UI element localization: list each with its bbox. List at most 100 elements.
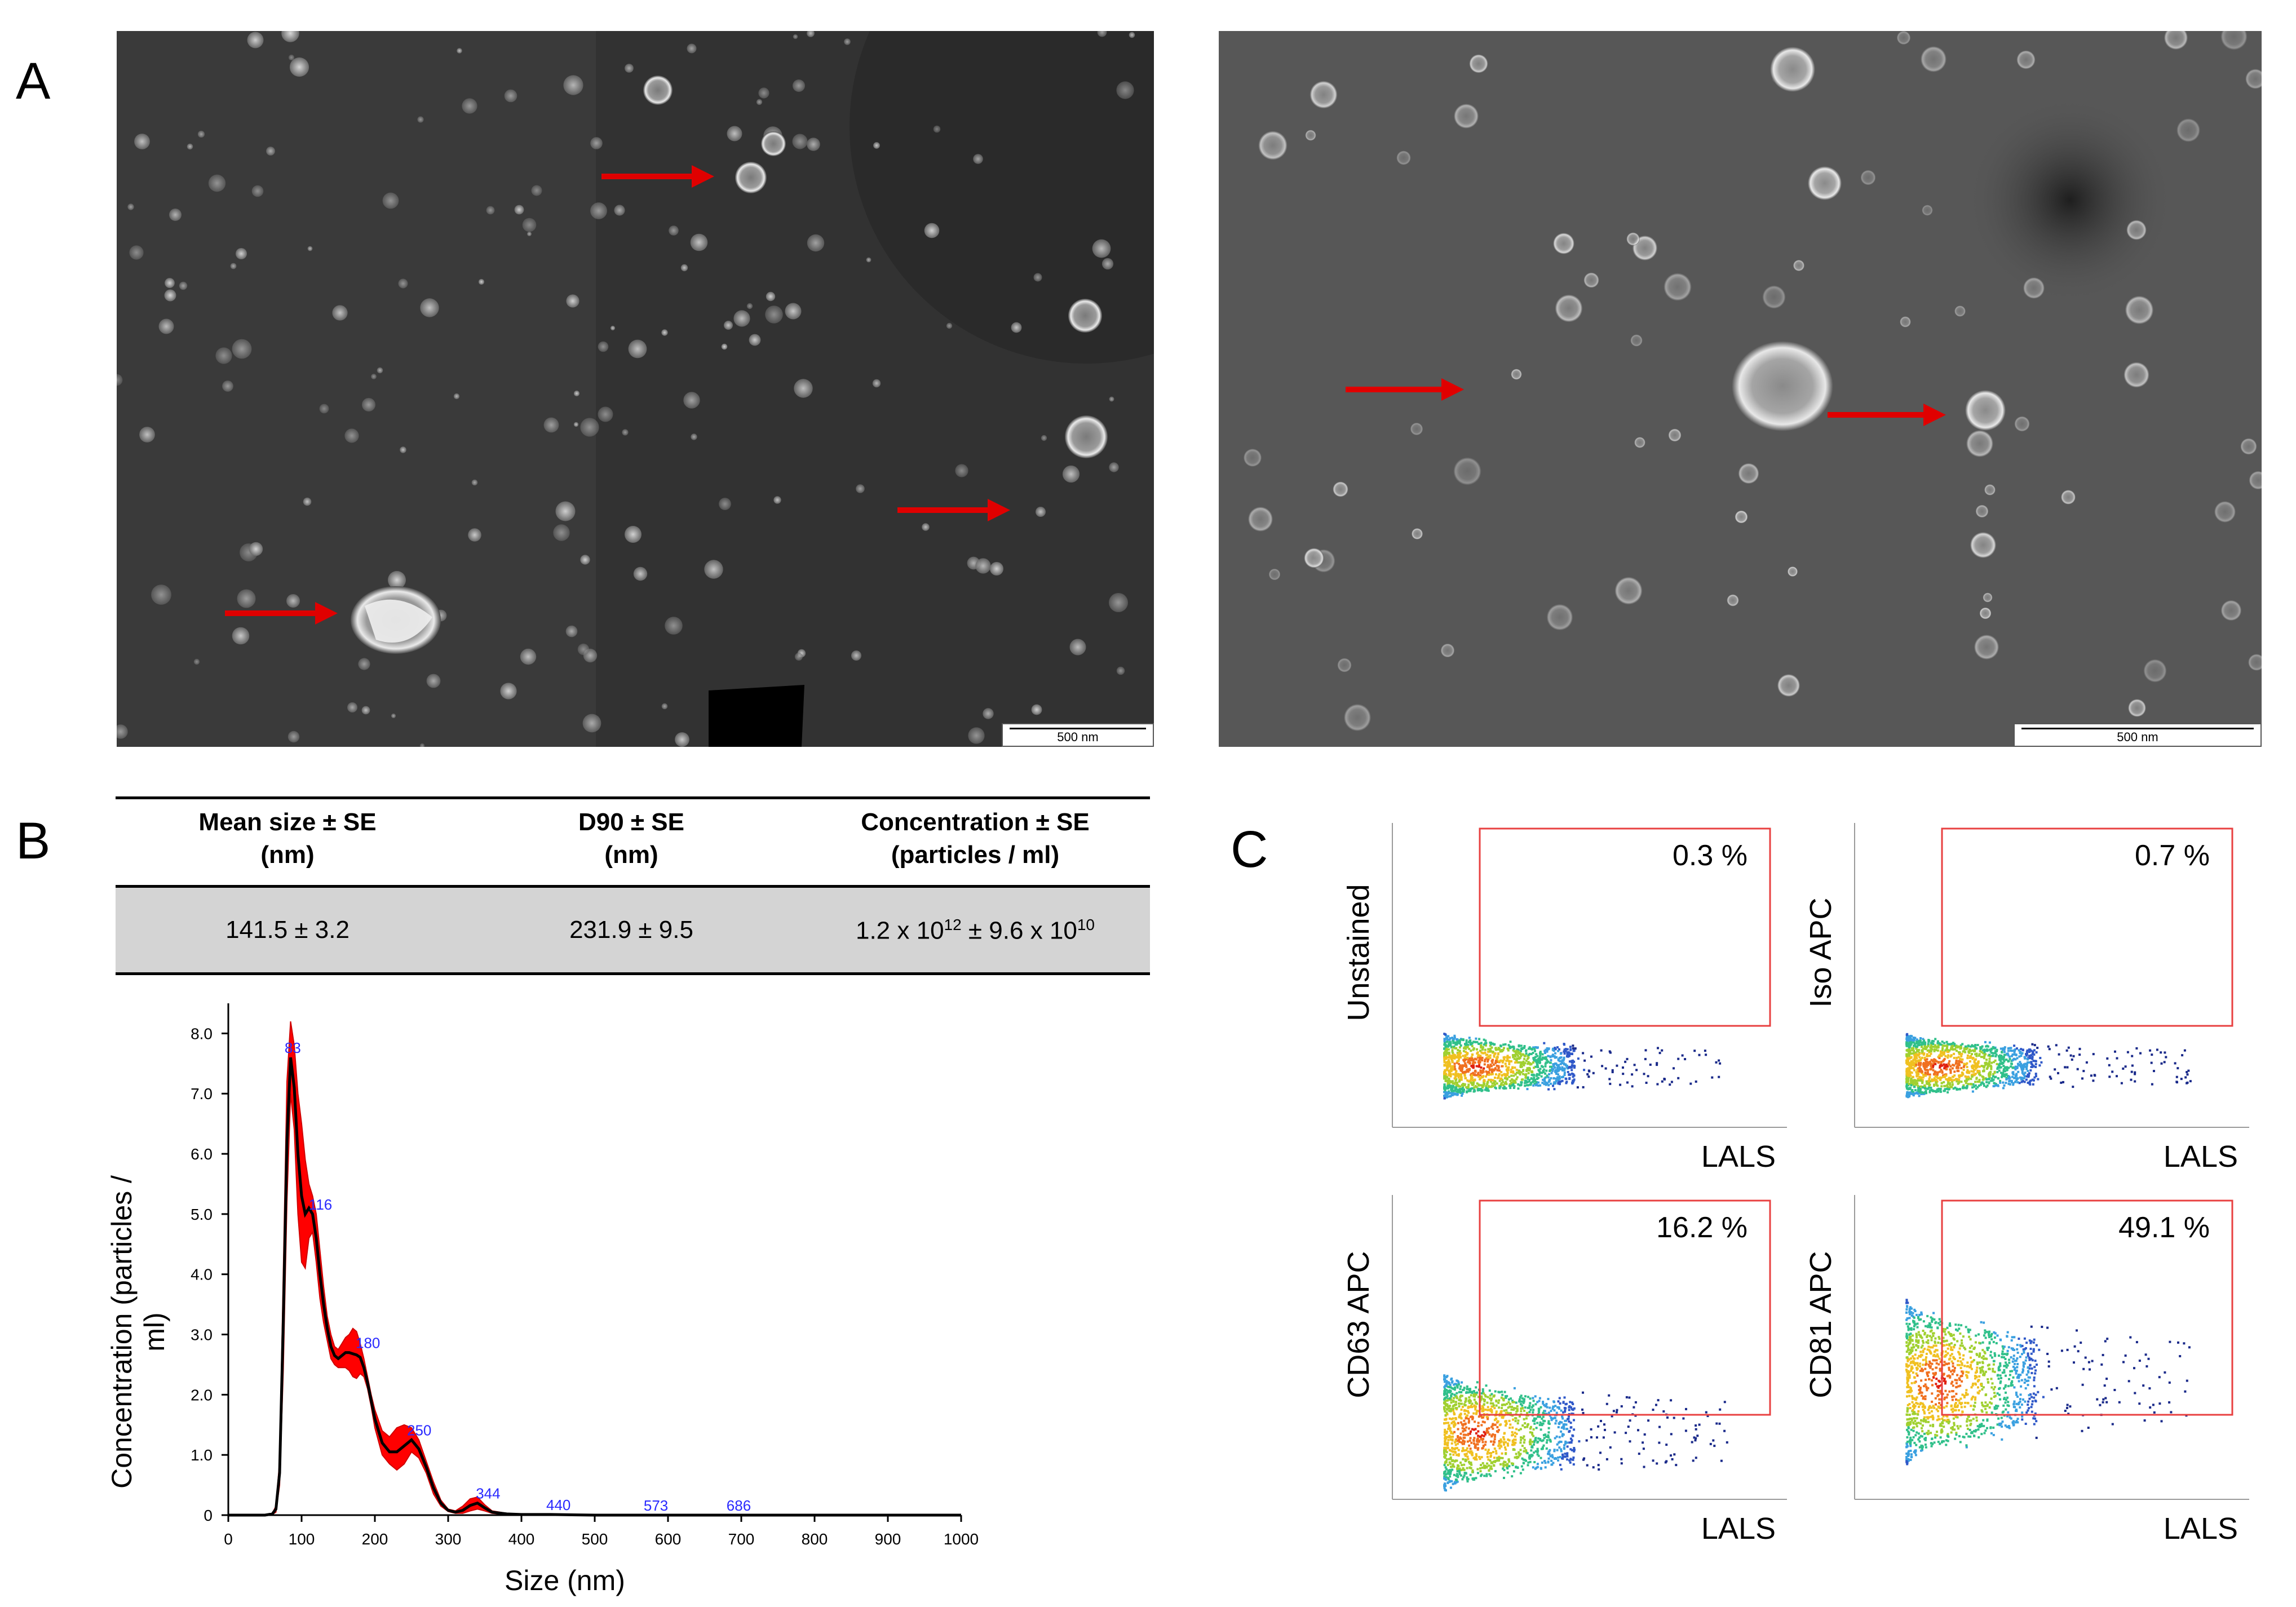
event-dot (1449, 1471, 1452, 1474)
event-dot (1515, 1428, 1518, 1431)
event-dot (1961, 1087, 1964, 1090)
event-dot (1487, 1406, 1489, 1409)
event-dot (1481, 1069, 1484, 1072)
event-dot (1985, 1081, 1988, 1083)
event-dot (1479, 1050, 1481, 1052)
event-dot (1985, 1061, 1988, 1064)
event-dot (1516, 1405, 1519, 1407)
event-dot (1907, 1039, 1910, 1042)
event-dot (1921, 1072, 1923, 1074)
event-dot (1972, 1396, 1975, 1398)
event-dot (1913, 1086, 1916, 1088)
event-dot (1551, 1407, 1554, 1410)
event-dot (1983, 1351, 1986, 1353)
event-dot (2030, 1066, 2033, 1068)
event-dot (2134, 1080, 2136, 1083)
event-dot (1444, 1462, 1446, 1464)
event-dot (1477, 1447, 1480, 1450)
particle-speck (531, 185, 542, 196)
event-dot (1520, 1071, 1523, 1074)
event-dot (1553, 1409, 1556, 1412)
event-dot (1968, 1050, 1971, 1052)
event-dot (1489, 1043, 1492, 1046)
event-dot (1499, 1444, 1502, 1447)
event-dot (2000, 1376, 2002, 1379)
event-dot (1481, 1072, 1484, 1074)
event-dot (1954, 1046, 1957, 1048)
event-dot (1915, 1060, 1918, 1063)
event-dot (1474, 1408, 1477, 1411)
event-dot (1477, 1422, 1480, 1424)
event-dot (1970, 1419, 1972, 1422)
event-dot (2076, 1068, 2079, 1070)
event-dot (1951, 1083, 1954, 1086)
event-dot (1484, 1051, 1487, 1054)
event-dot (1514, 1407, 1517, 1410)
event-dot (1458, 1085, 1461, 1088)
event-dot (1927, 1409, 1930, 1411)
event-dot (1505, 1422, 1508, 1425)
event-dot (2033, 1396, 2036, 1399)
event-dot (1448, 1397, 1451, 1400)
event-dot (1564, 1407, 1567, 1410)
event-dot (1460, 1076, 1462, 1079)
event-dot (1713, 1445, 1716, 1447)
event-dot (1466, 1467, 1468, 1469)
event-dot (1912, 1075, 1914, 1078)
event-dot (1484, 1464, 1487, 1467)
event-dot (1950, 1054, 1953, 1057)
event-dot (1530, 1455, 1533, 1458)
event-dot (1480, 1396, 1483, 1399)
event-dot (1513, 1085, 1516, 1088)
event-dot (1443, 1401, 1446, 1404)
event-dot (1477, 1055, 1480, 1057)
event-dot (1909, 1050, 1912, 1052)
event-dot (1915, 1075, 1918, 1078)
event-dot (1451, 1387, 1454, 1390)
event-dot (1989, 1065, 1992, 1068)
event-dot (1975, 1334, 1978, 1337)
event-dot (1494, 1047, 1497, 1050)
event-dot (1911, 1049, 1914, 1052)
event-dot (2015, 1409, 2018, 1411)
event-dot (1695, 1080, 1697, 1083)
event-dot (1464, 1422, 1467, 1425)
event-dot (1464, 1055, 1467, 1057)
event-dot (1536, 1466, 1539, 1468)
event-dot (1968, 1072, 1971, 1074)
event-dot (1487, 1409, 1490, 1411)
event-dot (1445, 1383, 1448, 1385)
event-dot (1494, 1417, 1497, 1420)
event-dot (1693, 1050, 1696, 1052)
event-dot (1975, 1055, 1978, 1057)
event-dot (1507, 1066, 1510, 1069)
event-dot (2175, 1075, 2178, 1078)
event-dot (1709, 1442, 1712, 1445)
event-dot (1905, 1456, 1908, 1458)
event-dot (1922, 1065, 1925, 1068)
event-dot (1451, 1392, 1454, 1395)
event-dot (1553, 1088, 1556, 1091)
event-dot (1450, 1055, 1453, 1057)
event-dot (1489, 1475, 1492, 1477)
event-dot (1449, 1486, 1452, 1489)
event-dot (1501, 1415, 1504, 1418)
event-dot (1544, 1063, 1547, 1065)
event-dot (1445, 1411, 1448, 1414)
event-dot (1957, 1056, 1960, 1059)
particle-speck (573, 422, 579, 427)
event-dot (1905, 1458, 1908, 1460)
event-dot (1908, 1094, 1911, 1096)
event-dot (1626, 1057, 1629, 1060)
event-dot (1549, 1440, 1552, 1443)
event-dot (1451, 1059, 1454, 1062)
event-dot (1935, 1081, 1937, 1084)
event-dot (1932, 1063, 1935, 1065)
event-dot (1533, 1077, 1536, 1079)
event-dot (2003, 1084, 2006, 1087)
event-dot (1444, 1399, 1447, 1402)
event-dot (1514, 1416, 1517, 1419)
event-dot (1513, 1387, 1516, 1389)
event-dot (2015, 1073, 2018, 1075)
event-dot (1448, 1417, 1451, 1420)
